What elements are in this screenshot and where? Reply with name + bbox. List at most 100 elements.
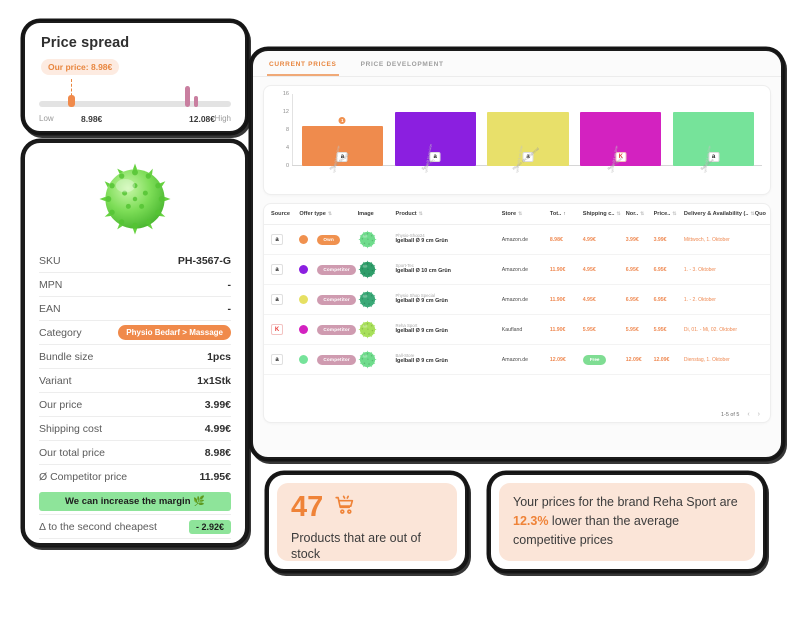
amazon-icon: a	[271, 354, 283, 365]
store-name: Amazon.de	[501, 356, 529, 363]
table-row[interactable]: a Competitor Ball-Store Igelball Ø 9 cm Grü…	[264, 344, 770, 375]
offer-type-badge: Competitor	[317, 354, 356, 365]
normal-price-value: 6.95€	[625, 266, 639, 273]
product-name: Igelball Ø 10 cm Grün	[395, 268, 451, 275]
series-color-dot	[299, 355, 309, 364]
cell-price: 6.95€	[653, 254, 684, 285]
delivery-text: Dienstag, 1. Oktober	[683, 356, 730, 363]
col-normal[interactable]: Nor.. ⇅	[625, 204, 654, 225]
cell-store: Amazon.de	[501, 284, 550, 315]
x-tick-label: Physio Shop Special Igelball Ø 9 cm Grün	[487, 146, 568, 190]
cell-offer-type: Competitor	[299, 314, 358, 345]
cell-price: 5.95€	[653, 314, 684, 345]
pagination-prev-icon[interactable]: ‹	[747, 411, 750, 418]
col-delivery-availability[interactable]: Delivery & Availability (.. ⇅	[683, 204, 755, 225]
kpi-inner: Your prices for the brand Reha Sport are…	[499, 483, 755, 561]
offer-type-badge: Competitor	[317, 294, 356, 305]
cell-quota	[754, 344, 770, 375]
tab-price-development[interactable]: PRICE DEVELOPMENT	[360, 61, 444, 68]
cell-offer-type: Competitor	[299, 284, 358, 315]
col-price[interactable]: Price.. ⇅	[653, 204, 684, 225]
col-quota[interactable]: Quo	[754, 204, 770, 225]
bar[interactable]: 1 a	[301, 116, 383, 166]
margin-banner: We can increase the margin 🌿	[39, 492, 231, 511]
x-axis-labels: Physio-Shop24 Igelball Ø 9 cm Grün Sport-…	[296, 144, 760, 190]
bar[interactable]: a	[394, 112, 476, 166]
col-label: Shipping c..	[582, 211, 615, 217]
bar[interactable]: a	[487, 112, 569, 166]
attr-value: -	[227, 302, 232, 315]
category-pill[interactable]: Physio Bedarf > Massage	[118, 325, 231, 340]
attr-value: 3.99€	[204, 398, 231, 411]
col-shipping-cost[interactable]: Shipping c.. ⇅	[582, 204, 626, 225]
shopping-cart-icon	[334, 495, 355, 521]
col-label: Price..	[653, 211, 671, 217]
cell-source: a	[264, 284, 300, 315]
own-offer-marker: 1	[338, 116, 346, 124]
y-tick: 0	[285, 163, 289, 169]
bar-group: a	[394, 94, 476, 166]
price-spread-card: Price spread Our price: 8.98€ Low 8.98€ …	[22, 20, 248, 134]
attr-row-bundle-size: Bundle size 1pcs	[39, 344, 231, 368]
product-thumbnail	[357, 230, 396, 249]
price-spread-track	[39, 79, 231, 111]
table-row[interactable]: a Competitor Sport-Tec Igelball Ø 10 cm Grü…	[264, 254, 770, 285]
sort-icon: ⇅	[672, 211, 677, 217]
table-header-row: Source Offer type ⇅ Image Product ⇅ Store ⇅…	[264, 204, 770, 225]
kpi-headline: 47	[291, 493, 443, 522]
sort-icon: ⇅	[518, 211, 523, 217]
product-brand: Physio-Shop24	[395, 232, 425, 238]
store-name: Kaufland	[501, 326, 523, 333]
y-tick: 4	[285, 145, 289, 151]
price-value: 12.09€	[653, 356, 670, 363]
table-row[interactable]: a Competitor Physio Shop Special Igelball Ø…	[264, 284, 770, 315]
cell-price: 6.95€	[653, 284, 684, 315]
cell-shipping-cost: 4.95€	[582, 254, 626, 285]
price-value: 3.99€	[653, 236, 667, 243]
cell-quota	[754, 314, 770, 345]
product-brand: Reha Sport	[395, 322, 418, 328]
product-brand: Ball-Store	[395, 352, 415, 358]
cell-store: Kaufland	[501, 314, 550, 345]
amazon-icon: a	[271, 234, 283, 245]
price-chart-panel: 0 4 8 12 16 1 a	[263, 85, 771, 195]
product-thumbnail	[357, 290, 396, 309]
bar[interactable]: a	[672, 111, 755, 166]
price-spread-title: Price spread	[41, 35, 130, 51]
y-tick: 16	[282, 91, 289, 97]
cell-offer-type: Own	[299, 224, 358, 255]
col-product[interactable]: Product ⇅	[395, 204, 502, 225]
col-image[interactable]: Image	[357, 204, 396, 225]
sort-icon: ⇅	[418, 211, 423, 217]
product-detail-card: SKU PH-3567-G MPN - EAN - Category Physi…	[22, 140, 248, 546]
col-total[interactable]: Tot.. ↑	[549, 204, 583, 225]
dashboard-tabs: CURRENT PRICES PRICE DEVELOPMENT	[253, 51, 781, 77]
series-color-dot	[299, 295, 309, 304]
attr-row-delta-most-expensive: Δ to most expensive - 3.10€	[39, 538, 231, 543]
cell-product: Ball-Store Igelball Ø 9 cm Grün	[395, 344, 502, 375]
product-brand: Physio Shop Special	[395, 292, 435, 298]
bar[interactable]: K	[580, 112, 662, 166]
source-badge-icon: a	[708, 152, 720, 162]
table-row[interactable]: K Competitor Reha Sport Igelball Ø 9 cm Grü…	[264, 314, 770, 345]
kpi-inner: 47 Products that are out of stock	[277, 483, 457, 561]
total-price-value: 12.09€	[549, 356, 566, 363]
cell-shipping-cost: 4.95€	[582, 284, 626, 315]
col-offer-type[interactable]: Offer type ⇅	[299, 204, 358, 225]
cell-source: a	[264, 254, 300, 285]
tab-current-prices[interactable]: CURRENT PRICES	[267, 61, 339, 76]
col-store[interactable]: Store ⇅	[501, 204, 550, 225]
series-color-dot	[299, 235, 309, 244]
table-row[interactable]: a Own Physio-Shop24 Igelball Ø 9 cm Grün Ama…	[264, 224, 770, 255]
attr-value: 1x1Stk	[197, 374, 231, 387]
kpi-description: Products that are out of stock	[291, 531, 421, 561]
attr-key: Category	[39, 326, 82, 339]
free-shipping-badge: Free	[582, 354, 607, 365]
cell-offer-type: Competitor	[299, 254, 358, 285]
pagination-next-icon[interactable]: ›	[757, 411, 760, 418]
attr-row-sku: SKU PH-3567-G	[39, 249, 231, 272]
competitor-marker-2	[194, 96, 198, 107]
col-source[interactable]: Source	[264, 204, 300, 225]
total-price-value: 8.98€	[549, 236, 563, 243]
